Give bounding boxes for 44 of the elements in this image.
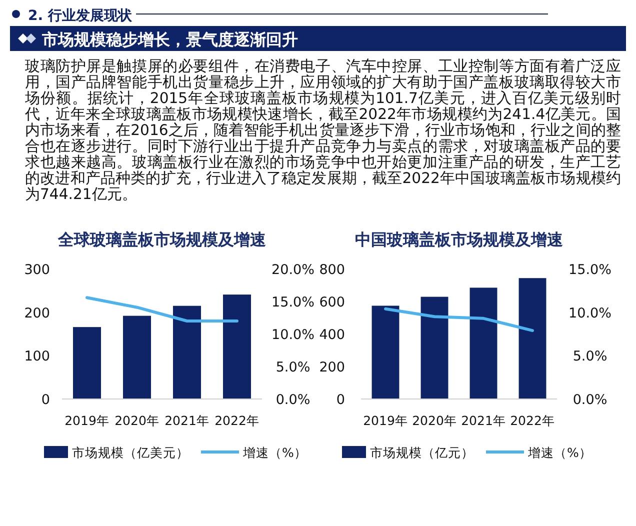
x-tick-label: 2019年 (64, 413, 110, 428)
bar (420, 296, 448, 399)
x-tick-label: 2021年 (461, 413, 506, 428)
x-tick-label: 2022年 (510, 413, 555, 428)
y2-tick-label: 15.0% (272, 294, 315, 310)
x-tick-label: 2019年 (363, 413, 408, 428)
x-tick-label: 2020年 (412, 413, 457, 428)
bar (372, 306, 400, 399)
chart-title: 全球玻璃盖板市场规模及增速 (57, 230, 267, 249)
y2-tick-label: 0.0% (572, 392, 608, 408)
y2-tick-label: 20.0% (272, 262, 315, 278)
y-tick-label: 400 (319, 327, 345, 343)
bar (470, 288, 498, 399)
chart-title: 中国玻璃盖板市场规模及增速 (355, 230, 564, 249)
x-tick-label: 2021年 (164, 413, 210, 428)
y-tick-label: 200 (24, 305, 50, 322)
bar (73, 327, 101, 399)
y2-tick-label: 5.0% (276, 360, 310, 376)
line-series (384, 307, 534, 332)
x-tick-label: 2022年 (214, 413, 260, 428)
y-tick-label: 300 (24, 262, 50, 278)
bar (518, 278, 546, 399)
legend-label: 市场规模（亿元） (370, 445, 474, 460)
text: 市场规模稳步增长，景气度逐渐回升 (41, 30, 298, 49)
y-tick-label: 0 (336, 392, 345, 408)
legend-label: 增速（%） (242, 445, 307, 460)
legend-label: 市场规模（亿美元） (72, 445, 189, 460)
text: 玻璃防护屏是触摸屏的必要组件，在消费电子、汽车中控屏、工业控制等方面有着广泛应用，国产品牌智能手机出货量稳步上升，应用领域的扩大有助于国产盖板玻璃取得较大市场份额。据统计，2015年全球玻璃盖板市场规模为101.7亿美元，进入百亿美元级别时代，近年来全球玻璃盖板市场规模快速增长，截至2022年市场规模约为241.4亿美元。国内市场来看，在2016之后，随着智能手机出货量逐步下滑，行业市场饱和，行业之间的整合也在逐步进行。同时下游行业出于提升产品竞争力与卖点的需求，对玻璃盖板产品的要求也越来越高。玻璃盖板行业在激烈的市场竞争中也开始更加注重产品的研发，生产工艺的改进和产品种类的扩充，行业进入了稳定发展期，截至2022年中国玻璃盖板市场规模约为744.21亿元。 (25, 58, 621, 203)
bar (123, 316, 151, 399)
legend-label: 增速（%） (527, 445, 592, 460)
bar (223, 294, 251, 399)
x-tick-label: 2020年 (114, 413, 160, 428)
y-tick-label: 800 (319, 262, 345, 278)
y-tick-label: 100 (24, 348, 50, 365)
y-tick-label: 600 (319, 294, 345, 310)
y2-tick-label: 0.0% (276, 392, 310, 408)
y-tick-label: 200 (319, 360, 345, 376)
text: 2. 行业发展现状 (28, 8, 133, 24)
y-tick-label: 0 (41, 392, 50, 408)
y2-tick-label: 10.0% (272, 327, 315, 343)
y2-tick-label: 15.0% (568, 262, 612, 278)
bar (173, 306, 201, 399)
y2-tick-label: 5.0% (572, 348, 608, 365)
y2-tick-label: 10.0% (568, 305, 612, 322)
